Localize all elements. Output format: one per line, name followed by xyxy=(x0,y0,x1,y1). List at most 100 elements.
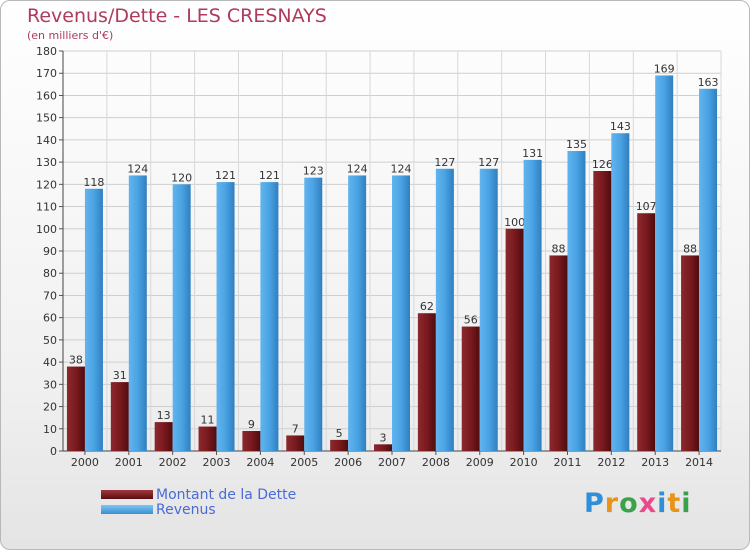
x-tick-label: 2001 xyxy=(115,456,143,469)
data-label-revenus: 135 xyxy=(566,138,587,151)
y-tick-label: 100 xyxy=(36,223,57,236)
bar-revenus xyxy=(435,168,454,451)
bar-dette xyxy=(374,444,392,451)
data-label-dette: 56 xyxy=(464,314,478,327)
data-label-revenus: 120 xyxy=(171,171,192,184)
x-tick-label: 2008 xyxy=(422,456,450,469)
data-label-revenus: 123 xyxy=(303,165,324,178)
data-label-revenus: 143 xyxy=(610,120,631,133)
legend: Montant de la Dette Revenus xyxy=(101,486,297,518)
x-tick-label: 2003 xyxy=(203,456,231,469)
data-label-revenus: 124 xyxy=(127,162,148,175)
data-label-revenus: 163 xyxy=(698,76,719,89)
logo-letter: P xyxy=(584,488,605,519)
x-tick-label: 2002 xyxy=(159,456,187,469)
bar-dette xyxy=(198,426,217,451)
data-label-dette: 9 xyxy=(248,418,255,431)
y-tick-label: 110 xyxy=(36,201,57,214)
x-tick-label: 2010 xyxy=(510,456,538,469)
data-label-dette: 126 xyxy=(592,158,613,171)
legend-item-revenus: Revenus xyxy=(101,501,296,518)
y-tick-label: 120 xyxy=(36,178,57,191)
data-label-dette: 107 xyxy=(636,200,657,213)
data-label-dette: 5 xyxy=(336,427,343,440)
bar-dette xyxy=(330,439,349,451)
chart-subtitle: (en milliers d'€) xyxy=(27,29,114,42)
data-label-revenus: 121 xyxy=(215,169,236,182)
logo-letter: i xyxy=(657,488,668,519)
y-tick-label: 180 xyxy=(36,45,57,58)
y-tick-label: 50 xyxy=(43,334,57,347)
x-tick-label: 2006 xyxy=(334,456,362,469)
legend-label-dette: Montant de la Dette xyxy=(156,486,297,503)
bar-revenus xyxy=(655,75,674,451)
y-tick-label: 160 xyxy=(36,89,57,102)
bar-dette xyxy=(549,255,568,451)
data-label-revenus: 127 xyxy=(478,156,499,169)
bar-revenus xyxy=(392,175,410,451)
data-label-revenus: 131 xyxy=(522,147,543,160)
data-label-revenus: 169 xyxy=(654,62,675,75)
chart-title: Revenus/Dette - LES CRESNAYS xyxy=(27,5,327,27)
proxiti-logo: Proxiti xyxy=(584,488,692,519)
x-tick-label: 2013 xyxy=(641,456,669,469)
bar-revenus xyxy=(260,182,279,451)
data-label-dette: 3 xyxy=(380,431,387,444)
x-tick-label: 2005 xyxy=(290,456,318,469)
bar-revenus xyxy=(84,188,103,451)
x-tick-label: 2012 xyxy=(597,456,625,469)
legend-label-revenus: Revenus xyxy=(156,501,216,518)
y-tick-label: 80 xyxy=(43,267,57,280)
data-label-revenus: 127 xyxy=(434,156,455,169)
bar-revenus xyxy=(611,133,630,451)
bar-revenus xyxy=(523,159,542,451)
y-tick-label: 60 xyxy=(43,312,57,325)
data-label-dette: 62 xyxy=(420,300,434,313)
legend-swatch-revenus xyxy=(101,505,153,514)
data-label-dette: 100 xyxy=(504,216,525,229)
data-label-revenus: 118 xyxy=(83,176,104,189)
bar-revenus xyxy=(304,177,323,451)
y-tick-label: 130 xyxy=(36,156,57,169)
bar-dette xyxy=(286,435,305,451)
legend-swatch-dette xyxy=(101,490,153,499)
bar-dette xyxy=(242,431,261,451)
data-label-dette: 7 xyxy=(292,422,299,435)
data-label-revenus: 124 xyxy=(391,162,412,175)
x-tick-label: 2007 xyxy=(378,456,406,469)
y-tick-label: 40 xyxy=(43,356,57,369)
bar-dette xyxy=(417,313,436,451)
y-tick-label: 10 xyxy=(43,423,57,436)
data-label-dette: 31 xyxy=(113,369,127,382)
x-tick-label: 2011 xyxy=(553,456,581,469)
y-tick-label: 90 xyxy=(43,245,57,258)
bar-dette xyxy=(637,213,656,451)
bar-revenus xyxy=(567,151,586,451)
bar-dette xyxy=(681,255,700,451)
data-label-dette: 38 xyxy=(69,354,83,367)
bar-dette xyxy=(593,171,612,451)
y-tick-label: 30 xyxy=(43,378,57,391)
bar-revenus xyxy=(172,184,191,452)
bar-revenus xyxy=(699,88,718,452)
y-tick-label: 150 xyxy=(36,112,57,125)
bar-revenus xyxy=(479,168,498,451)
bar-revenus xyxy=(216,182,235,451)
bar-revenus xyxy=(128,175,147,451)
logo-letter: r xyxy=(604,488,620,519)
y-tick-label: 70 xyxy=(43,289,57,302)
logo-letter: t xyxy=(667,488,682,519)
bar-dette xyxy=(154,422,173,451)
data-label-revenus: 121 xyxy=(259,169,280,182)
x-tick-label: 2009 xyxy=(466,456,494,469)
y-tick-label: 20 xyxy=(43,401,57,414)
bar-dette xyxy=(110,382,129,451)
logo-letter: o xyxy=(619,488,639,519)
legend-item-dette: Montant de la Dette xyxy=(101,486,297,503)
x-tick-label: 2000 xyxy=(71,456,99,469)
bar-revenus xyxy=(348,175,367,451)
bar-dette xyxy=(461,326,480,451)
data-label-dette: 11 xyxy=(201,414,215,427)
logo-letter: i xyxy=(681,488,692,519)
